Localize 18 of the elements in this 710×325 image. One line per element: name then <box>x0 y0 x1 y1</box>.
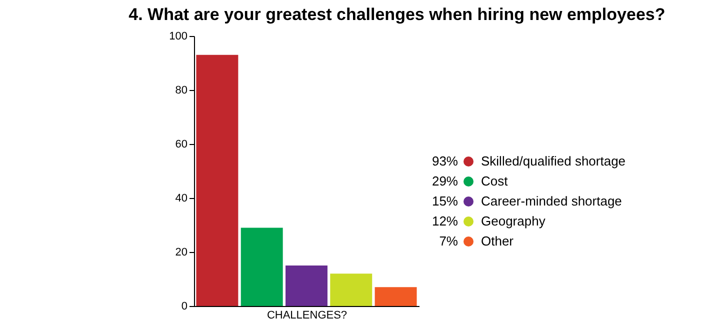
y-tick-label: 0 <box>181 300 188 312</box>
chart-title: 4. What are your greatest challenges when hiring new employees? <box>128 5 666 24</box>
y-tick-label: 20 <box>175 246 188 258</box>
text: 15% <box>432 194 458 208</box>
y-tick-label: 80 <box>175 84 188 96</box>
legend-label: Other <box>481 234 514 248</box>
legend-label: Cost <box>481 174 508 188</box>
y-tick-label: 40 <box>175 192 188 204</box>
text: 93% <box>432 154 458 168</box>
legend-label: Career-minded shortage <box>481 194 622 208</box>
x-axis-title: CHALLENGES? <box>266 310 348 322</box>
text: 29% <box>432 174 458 188</box>
text: 12% <box>432 214 458 228</box>
y-tick-label: 60 <box>175 138 188 150</box>
legend-label: Geography <box>481 214 546 228</box>
legend-label: Skilled/qualified shortage <box>481 154 626 168</box>
text: 7% <box>439 234 458 248</box>
y-tick-label: 100 <box>169 30 188 42</box>
